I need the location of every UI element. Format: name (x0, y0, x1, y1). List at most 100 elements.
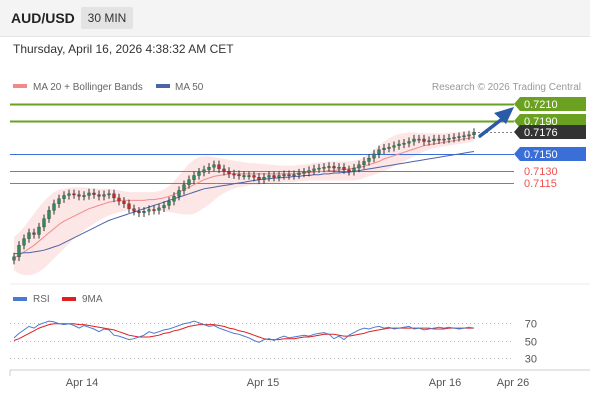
candle-body (357, 164, 361, 169)
candle-body (222, 168, 226, 172)
candle-body (432, 138, 436, 141)
candle-body (197, 172, 201, 176)
candle-body (122, 201, 126, 204)
candle-body (427, 140, 431, 143)
rsi-tick-label: 50 (525, 337, 537, 349)
ma20-legend-label: MA 20 + Bollinger Bands (33, 82, 143, 93)
candle-body (97, 194, 101, 197)
candle-body (52, 203, 56, 211)
candle-body (162, 205, 166, 209)
ma20-swatch (13, 84, 27, 88)
candle-body (12, 256, 16, 261)
candle-body (277, 175, 281, 178)
candle-body (312, 168, 316, 171)
ma9-legend-label: 9MA (82, 294, 103, 305)
candles (12, 128, 476, 265)
candle-body (22, 238, 26, 246)
candle-body (467, 134, 471, 137)
candle-body (137, 211, 141, 214)
candle-body (177, 190, 181, 197)
level-tag-label: 0.7150 (524, 149, 558, 161)
candle-body (117, 197, 121, 202)
level-lines (10, 103, 514, 184)
rsi-swatch (13, 297, 27, 301)
candle-body (152, 209, 156, 211)
support-tag: 0.7115 (524, 178, 557, 190)
rsi-line (13, 320, 475, 343)
rsi-panel: 70 50 30 (10, 319, 537, 366)
bollinger-band-area (14, 131, 474, 276)
candle-body (187, 179, 191, 185)
candle-body (282, 174, 286, 177)
x-tick-label: Apr 26 (497, 377, 529, 389)
candle-body (372, 153, 376, 159)
candle-body (397, 143, 401, 146)
level-tag-bg (514, 147, 586, 161)
candle-body (342, 167, 346, 170)
candle-body (87, 192, 91, 196)
candle-body (132, 208, 136, 212)
candle-body (27, 232, 31, 239)
candle-body (377, 149, 381, 155)
rsi-tick-label: 70 (525, 319, 537, 331)
candle-body (102, 194, 106, 197)
candle-body (302, 172, 306, 174)
candle-body (157, 207, 161, 211)
candle-body (207, 167, 211, 170)
rsi-legend: RSI 9MA (13, 294, 103, 305)
rsi-legend-label: RSI (33, 294, 50, 305)
candle-body (37, 226, 41, 235)
candle-body (472, 132, 476, 136)
candle-body (257, 177, 261, 180)
timeframe-button[interactable]: 30 MIN (81, 7, 133, 29)
ma50-line (14, 151, 475, 255)
candle-body (82, 195, 86, 197)
x-tick-label: Apr 14 (66, 377, 98, 389)
candle-body (227, 171, 231, 175)
candle-body (112, 193, 116, 199)
candle-body (407, 141, 411, 144)
candle-body (367, 157, 371, 162)
level-tag-bg (514, 114, 586, 128)
level-tag-bg (514, 125, 586, 139)
candle-body (332, 166, 336, 169)
candle-body (232, 173, 236, 176)
candle-body (57, 198, 61, 204)
ma9-swatch (62, 297, 76, 301)
candle-body (297, 172, 301, 175)
candle-body (322, 167, 326, 169)
candle-body (412, 138, 416, 142)
candle-body (457, 136, 461, 138)
price-legend: MA 20 + Bollinger Bands MA 50 Research ©… (13, 82, 581, 93)
candle-body (242, 175, 246, 177)
ma50-swatch (156, 84, 170, 88)
candle-body (67, 193, 71, 196)
x-axis: Apr 14 Apr 15 Apr 16 Apr 26 (66, 377, 529, 389)
candle-body (32, 232, 36, 235)
forecast-arrow (478, 107, 514, 138)
candle-body (402, 143, 406, 145)
level-tag-bg (514, 97, 586, 111)
candle-body (237, 174, 241, 177)
candle-body (62, 195, 66, 199)
candle-body (437, 138, 441, 141)
candle-body (107, 193, 111, 196)
support-tag: 0.7130 (524, 166, 558, 178)
candle-body (272, 175, 276, 178)
candle-body (347, 169, 351, 172)
level-tag-label: 0.7176 (524, 127, 558, 139)
candle-body (417, 138, 421, 141)
candle-body (362, 161, 366, 165)
bollinger-bands (14, 131, 474, 276)
candle-body (142, 211, 146, 214)
candle-body (172, 196, 176, 202)
candle-body (217, 164, 221, 170)
candle-body (47, 210, 51, 219)
candle-body (247, 175, 251, 177)
candle-body (287, 174, 291, 177)
candle-body (92, 192, 96, 195)
candle-body (182, 184, 186, 191)
candle-body (422, 138, 426, 142)
